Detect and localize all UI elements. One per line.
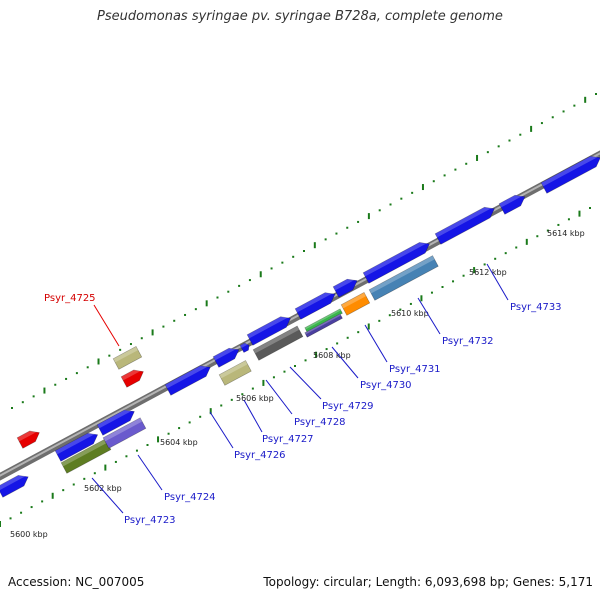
gene-labels: Psyr_4723 Psyr_4724 Psyr_4725 Psyr_4726 Psyr… <box>44 293 562 526</box>
gene-leader-line <box>331 346 359 379</box>
genome-summary-text: Topology: circular; Length: 6,093,698 bp… <box>263 575 593 589</box>
gene-label-psyr_4731[interactable]: Psyr_4731 <box>389 364 441 375</box>
gene-box <box>112 346 143 370</box>
gene-box <box>340 292 371 316</box>
gene-box <box>368 255 439 301</box>
gene-arrow <box>294 292 336 320</box>
gene-arrow <box>246 316 291 346</box>
gene-arrow <box>164 365 211 396</box>
gene-arrow <box>212 347 240 368</box>
gene-leader-line <box>364 324 388 363</box>
gene-label-psyr_4725[interactable]: Psyr_4725 <box>44 293 96 304</box>
gene-arrow <box>16 430 40 449</box>
gene-arrow <box>120 369 144 388</box>
gene-arrow <box>540 155 600 194</box>
gene-leader-lines <box>91 263 509 514</box>
accession-text: Accession: NC_007005 <box>8 575 145 589</box>
gene-arrow <box>54 432 99 462</box>
kbp-label: 5604 kbp <box>160 438 198 447</box>
gene-arrow <box>332 278 358 298</box>
gene-arrow <box>0 475 29 498</box>
gene-leader-line <box>265 379 293 415</box>
gene-box <box>304 313 343 338</box>
gene-label-psyr_4732[interactable]: Psyr_4732 <box>442 336 494 347</box>
gene-leader-line <box>137 454 163 491</box>
scale-ticks <box>0 93 597 527</box>
kbp-label: 5600 kbp <box>10 530 48 539</box>
gene-leader-line <box>91 477 124 514</box>
kbp-label: 5614 kbp <box>547 229 585 238</box>
gene-arrow <box>96 409 135 436</box>
gene-leader-line <box>93 304 120 347</box>
gene-leader-line <box>417 297 441 335</box>
kbp-label: 5608 kbp <box>313 351 351 360</box>
kbp-label: 5606 kbp <box>236 394 274 403</box>
gene-features <box>0 155 600 498</box>
gene-box <box>252 325 304 361</box>
gene-box <box>102 417 147 449</box>
gene-label-psyr_4723[interactable]: Psyr_4723 <box>124 515 176 526</box>
gene-label-psyr_4727[interactable]: Psyr_4727 <box>262 434 314 445</box>
kbp-label: 5602 kbp <box>84 484 122 493</box>
gene-label-psyr_4729[interactable]: Psyr_4729 <box>322 401 374 412</box>
gene-leader-line <box>243 399 263 433</box>
gene-arrow <box>239 342 250 353</box>
map-title: Pseudomonas syringae pv. syringae B728a,… <box>97 9 503 24</box>
kbp-labels: 5600 kbp 5602 kbp 5604 kbp 5606 kbp 5608 kbp… <box>10 229 585 539</box>
gene-leader-line <box>209 411 234 449</box>
gene-label-psyr_4728[interactable]: Psyr_4728 <box>294 417 346 428</box>
gene-leader-line <box>289 366 322 400</box>
gene-label-psyr_4724[interactable]: Psyr_4724 <box>164 492 216 503</box>
gene-arrow <box>498 194 526 215</box>
gene-arrow <box>434 206 495 245</box>
gene-label-psyr_4733[interactable]: Psyr_4733 <box>510 302 562 313</box>
gene-box <box>218 360 252 386</box>
gene-arrow <box>362 242 430 284</box>
gene-label-psyr_4730[interactable]: Psyr_4730 <box>360 380 412 391</box>
gene-label-psyr_4726[interactable]: Psyr_4726 <box>234 450 286 461</box>
kbp-label: 5612 kbp <box>469 268 507 277</box>
kbp-label: 5610 kbp <box>391 309 429 318</box>
gene-leader-line <box>486 263 509 301</box>
